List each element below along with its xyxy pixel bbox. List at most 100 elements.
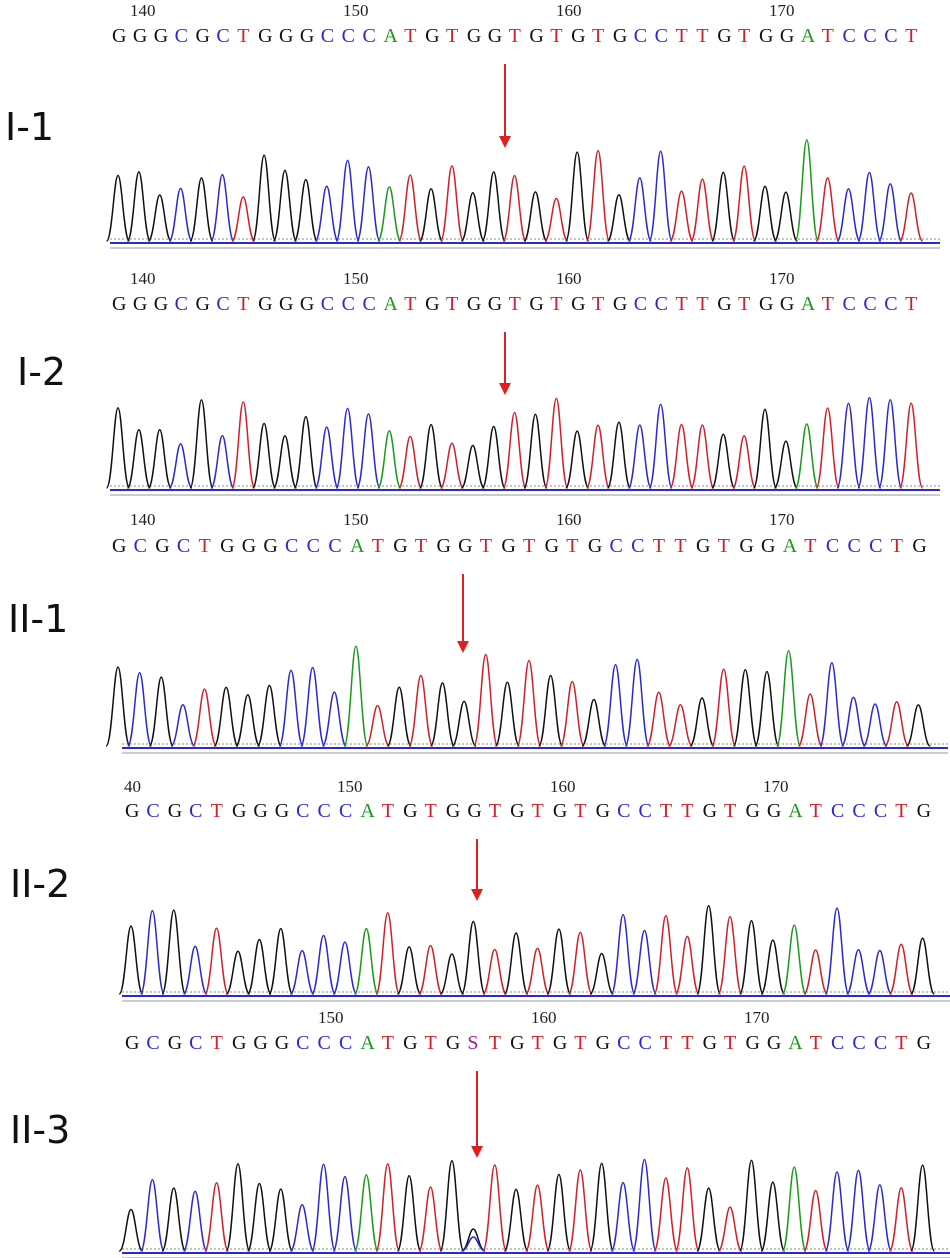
peak <box>523 413 548 489</box>
base: C <box>189 800 202 822</box>
peak <box>581 698 607 747</box>
base: C <box>843 25 856 47</box>
peak <box>191 688 218 747</box>
base: C <box>296 800 309 822</box>
base: G <box>553 1032 567 1054</box>
peak <box>439 442 465 489</box>
base: T <box>532 800 544 822</box>
peak <box>147 194 172 242</box>
base: G <box>446 800 460 822</box>
peak <box>546 1173 572 1252</box>
peak <box>752 185 778 242</box>
peak <box>364 704 391 747</box>
base: T <box>891 535 903 557</box>
position-tick: 140 <box>130 269 156 288</box>
base: C <box>216 25 229 47</box>
peak <box>461 1236 486 1252</box>
base: A <box>383 293 398 315</box>
base: C <box>146 1032 159 1054</box>
peak <box>105 407 131 489</box>
base: T <box>550 25 562 47</box>
base: C <box>634 293 647 315</box>
base: T <box>660 800 672 822</box>
peak <box>251 422 277 489</box>
peak <box>397 174 423 242</box>
peak <box>126 428 152 489</box>
base: T <box>724 1032 736 1054</box>
base: G <box>596 1032 610 1054</box>
base: C <box>342 293 355 315</box>
base: C <box>843 293 856 315</box>
peak <box>502 174 527 242</box>
base: C <box>884 25 897 47</box>
peak <box>653 914 679 995</box>
peak <box>311 934 337 995</box>
peak <box>815 177 840 242</box>
peak <box>538 674 564 747</box>
base: C <box>134 535 147 557</box>
peak <box>418 1186 444 1252</box>
base: C <box>655 25 668 47</box>
arrow-head <box>499 383 511 395</box>
base: T <box>425 1032 437 1054</box>
base: T <box>592 293 604 315</box>
base: G <box>155 535 169 557</box>
base: C <box>610 535 623 557</box>
peak <box>523 191 548 242</box>
base: T <box>211 800 223 822</box>
peak <box>564 430 590 489</box>
peak <box>118 925 144 995</box>
peak <box>235 694 261 747</box>
base: G <box>258 293 272 315</box>
base: T <box>718 535 730 557</box>
base: C <box>634 25 647 47</box>
peak <box>564 151 590 242</box>
base: G <box>501 535 515 557</box>
position-tick: 160 <box>550 777 576 796</box>
base: G <box>917 1032 931 1054</box>
base: G <box>168 800 182 822</box>
position-tick: 160 <box>556 510 582 529</box>
peak <box>256 684 283 747</box>
base: G <box>703 800 717 822</box>
base: G <box>275 800 289 822</box>
base: C <box>189 1032 202 1054</box>
base: G <box>300 293 314 315</box>
peak <box>867 949 893 995</box>
peak <box>332 1175 358 1252</box>
base: G <box>133 293 147 315</box>
base: T <box>676 293 688 315</box>
peak <box>696 1187 722 1252</box>
base: T <box>489 800 501 822</box>
peak <box>377 430 402 489</box>
base: T <box>566 535 578 557</box>
base: G <box>232 800 246 822</box>
base: T <box>404 293 416 315</box>
peak <box>648 403 673 489</box>
base: C <box>175 25 188 47</box>
peak <box>738 1159 764 1252</box>
sample-label: II-1 <box>8 597 68 641</box>
peak <box>905 704 931 747</box>
peak <box>845 948 871 995</box>
base: T <box>574 1032 586 1054</box>
position-tick: 170 <box>769 1 795 20</box>
peak <box>461 1228 486 1252</box>
base: G <box>436 535 450 557</box>
peak <box>481 171 506 242</box>
base: T <box>237 293 249 315</box>
peak <box>717 915 743 995</box>
base: T <box>696 25 708 47</box>
peak <box>396 946 422 995</box>
peak <box>606 421 632 489</box>
base: G <box>761 535 775 557</box>
peak <box>669 190 694 242</box>
peak <box>429 682 456 747</box>
peak <box>314 426 339 489</box>
peak <box>439 1159 465 1252</box>
peak <box>690 424 715 489</box>
peak <box>168 443 193 489</box>
base: G <box>232 1032 246 1054</box>
